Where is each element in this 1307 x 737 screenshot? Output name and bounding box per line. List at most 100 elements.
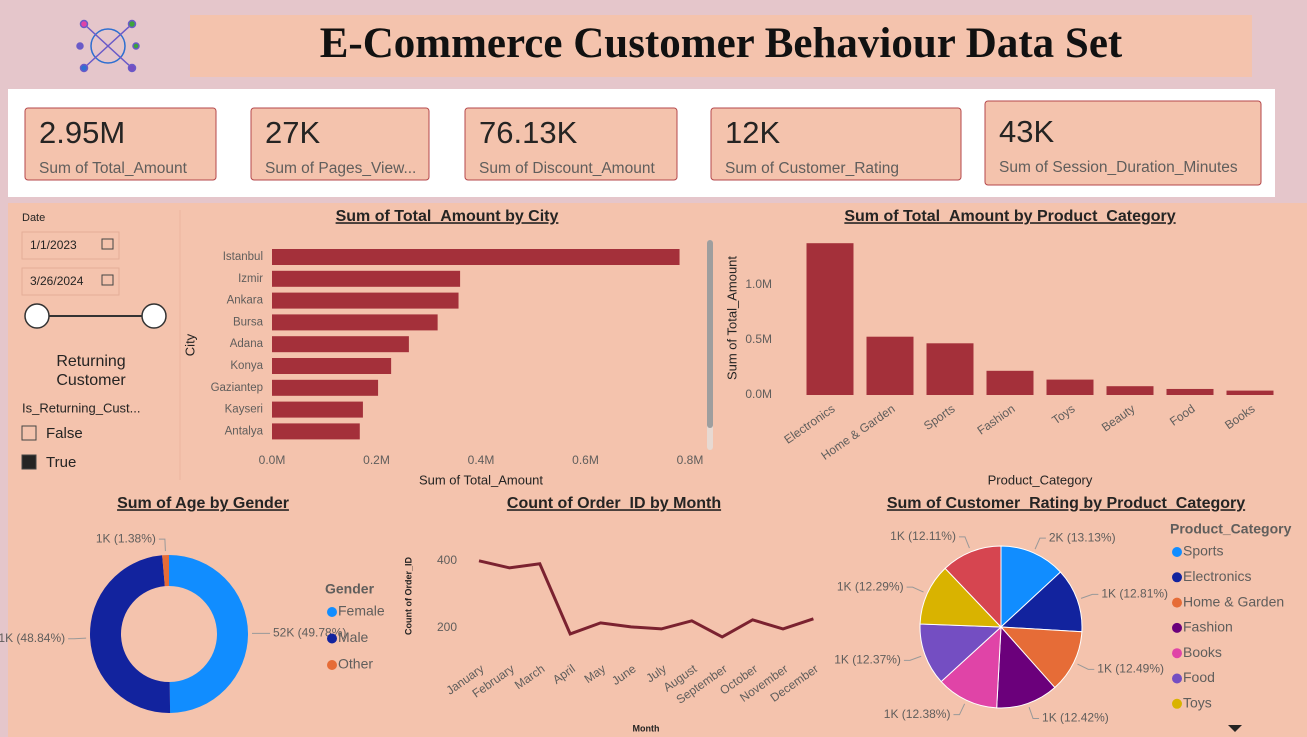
x-axis-title: Sum of Total_Amount [419, 472, 543, 487]
bar[interactable] [272, 314, 438, 331]
bar[interactable] [986, 370, 1034, 395]
kpi-label: Sum of Total_Amount [39, 160, 188, 177]
bar[interactable] [272, 358, 392, 374]
slice[interactable] [999, 571, 1083, 633]
title-banner [190, 15, 1252, 77]
data-label: 1K (12.49%) [1097, 661, 1164, 675]
bar[interactable] [272, 249, 680, 265]
date-box[interactable] [21, 231, 120, 260]
leader-line [158, 538, 166, 552]
slice[interactable] [169, 555, 248, 713]
logo-node [79, 19, 89, 29]
checkbox[interactable] [21, 454, 37, 470]
legend-marker[interactable] [1172, 673, 1182, 684]
legend-label[interactable]: Electronics [1183, 568, 1251, 584]
end-date[interactable]: 3/26/2024 [30, 274, 84, 288]
data-label: 1K (12.38%) [884, 707, 951, 721]
legend-label[interactable]: Toys [1183, 695, 1212, 711]
bar[interactable] [272, 270, 461, 287]
bar[interactable] [272, 423, 360, 440]
leader-line [1034, 537, 1046, 550]
slice[interactable] [162, 555, 169, 587]
logo-node [127, 19, 137, 29]
legend-scroll[interactable] [1228, 725, 1242, 732]
date-label: Date [22, 212, 45, 224]
leader-line [1080, 593, 1099, 599]
legend-marker[interactable] [1172, 698, 1182, 709]
start-date[interactable]: 1/1/2023 [30, 238, 77, 252]
legend-label[interactable]: Male [338, 629, 369, 645]
kpi-value: 2.95M [39, 115, 125, 150]
slice[interactable] [1000, 545, 1062, 629]
x-tick-label: 0.2M [363, 453, 390, 467]
slice[interactable] [919, 567, 1003, 628]
legend-marker[interactable] [1172, 547, 1182, 557]
option-label[interactable]: False [46, 425, 83, 442]
calendar-icon[interactable] [101, 274, 114, 286]
legend-marker[interactable] [1172, 572, 1182, 583]
calendar-icon[interactable] [101, 238, 114, 250]
slice[interactable] [90, 555, 171, 713]
bar[interactable] [272, 401, 363, 418]
legend-marker[interactable] [327, 633, 337, 644]
legend-label[interactable]: Female [338, 603, 385, 619]
bar[interactable] [1226, 390, 1274, 395]
legend-title: Gender [325, 581, 375, 597]
legend-marker[interactable] [327, 607, 337, 617]
bar[interactable] [272, 336, 409, 353]
bar[interactable] [806, 243, 854, 395]
kpi-card [710, 107, 962, 181]
scroll-thumb[interactable] [707, 240, 713, 428]
chart-title: Sum of Age by Gender [117, 495, 289, 512]
leader-line [1028, 707, 1040, 720]
legend-label[interactable]: Books [1183, 644, 1222, 660]
bar[interactable] [272, 292, 459, 309]
kpi-value: 27K [265, 115, 320, 150]
slice[interactable] [996, 625, 1056, 709]
x-tick-label: 0.8M [677, 453, 704, 467]
checkbox[interactable] [21, 425, 37, 441]
leader-line [953, 703, 966, 716]
legend-marker[interactable] [1172, 622, 1182, 633]
slice[interactable] [919, 623, 1003, 683]
kpi-value: 43K [999, 114, 1054, 149]
data-label: 2K (13.13%) [1049, 530, 1116, 544]
kpi-value: 76.13K [479, 115, 578, 150]
y-tick-label: 0.0M [745, 387, 772, 401]
legend-marker[interactable] [327, 660, 337, 670]
slice[interactable] [944, 545, 1002, 629]
y-tick-label: 1.0M [745, 277, 772, 291]
legend-label[interactable]: Other [338, 656, 373, 672]
kpi-value: 12K [725, 115, 780, 150]
date-box[interactable] [21, 267, 120, 296]
bar[interactable] [1166, 388, 1214, 395]
chart-title: Sum of Total_Amount by City [336, 208, 559, 225]
bar[interactable] [926, 343, 974, 395]
logo-node [79, 63, 89, 73]
kpi-card [250, 107, 430, 181]
bar[interactable] [1046, 379, 1094, 395]
slider-handle[interactable] [24, 303, 50, 329]
leader-line [68, 637, 87, 640]
bar[interactable] [866, 336, 914, 395]
y-tick-label: Izmir [238, 273, 263, 285]
slice[interactable] [940, 625, 1002, 709]
legend-label[interactable]: Sports [1183, 543, 1223, 559]
option-label[interactable]: True [46, 454, 76, 471]
line[interactable] [478, 559, 814, 639]
slider-handle[interactable] [141, 303, 167, 329]
kpi-card [984, 100, 1262, 186]
slice[interactable] [999, 626, 1083, 689]
slicer-field: Is_Returning_Cust... [22, 400, 141, 415]
logo [76, 19, 140, 73]
legend-label[interactable]: Food [1183, 669, 1215, 685]
legend-marker[interactable] [1172, 597, 1182, 608]
legend-label[interactable]: Fashion [1183, 619, 1233, 635]
kpi-label: Sum of Pages_View... [265, 160, 416, 177]
chart-title: Sum of Customer_Rating by Product_Catego… [887, 495, 1245, 512]
legend-label[interactable]: Home & Garden [1183, 593, 1284, 609]
legend-marker[interactable] [1172, 648, 1182, 659]
bar[interactable] [272, 379, 379, 396]
bar[interactable] [1106, 386, 1154, 395]
